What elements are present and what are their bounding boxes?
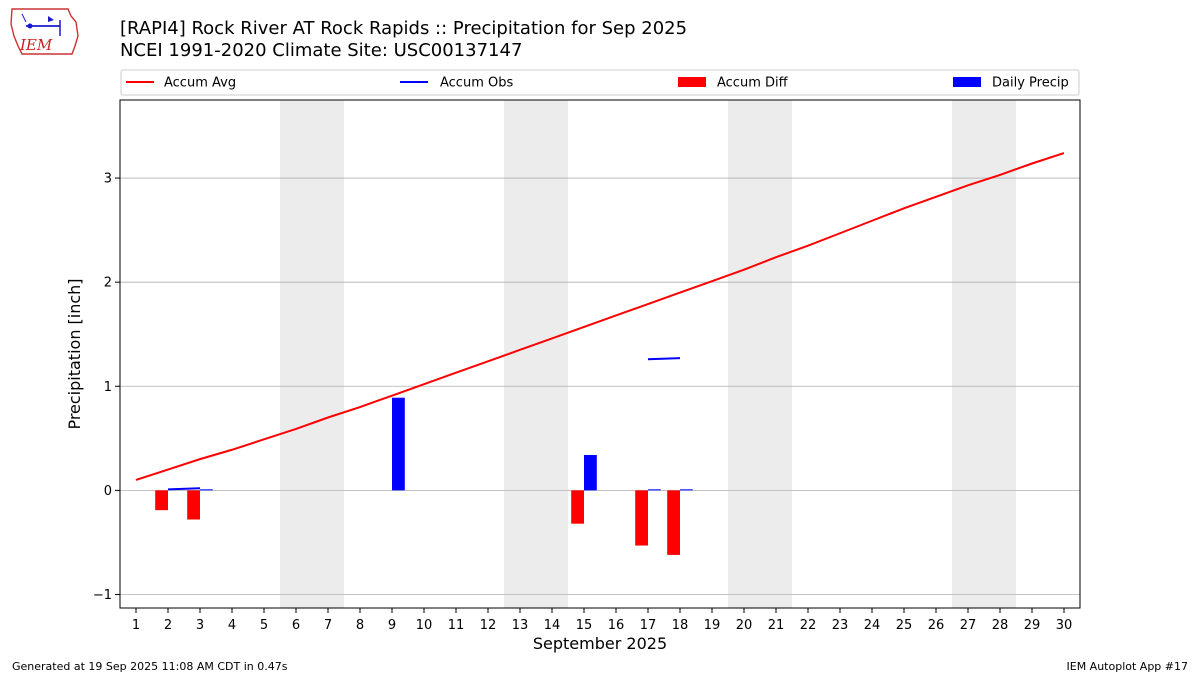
x-tick-label: 22	[800, 618, 817, 633]
y-tick-label: 2	[104, 276, 112, 291]
legend-box	[120, 69, 1080, 96]
legend-swatch	[678, 77, 706, 87]
chart-title: [RAPI4] Rock River AT Rock Rapids :: Pre…	[120, 18, 688, 39]
x-tick-label: 3	[196, 618, 204, 633]
x-tick-label: 9	[388, 618, 396, 633]
legend-label: Accum Avg	[164, 76, 236, 91]
x-tick-label: 15	[576, 618, 593, 633]
accum-avg-line	[135, 152, 1065, 481]
x-tick-label: 10	[416, 618, 433, 633]
weekend-band	[952, 100, 1016, 608]
x-tick-label: 25	[896, 618, 913, 633]
x-tick-label: 8	[356, 618, 364, 633]
x-tick-label: 11	[448, 618, 465, 633]
weekend-band	[504, 100, 568, 608]
x-tick-label: 4	[228, 618, 236, 633]
x-tick-label: 28	[992, 618, 1009, 633]
x-tick-label: 29	[1024, 618, 1041, 633]
x-tick-label: 14	[544, 618, 561, 633]
accum-obs-line	[647, 357, 681, 361]
daily-precip-bar	[680, 489, 693, 491]
app-note: IEM Autoplot App #17	[1066, 660, 1189, 673]
y-tick-label: 3	[104, 172, 112, 187]
accum-diff-bar	[187, 490, 200, 520]
logo-text: IEM	[19, 36, 53, 54]
accum-diff-bar	[667, 490, 680, 555]
y-axis-label: Precipitation [inch]	[65, 278, 84, 429]
x-tick-label: 23	[832, 618, 849, 633]
x-tick-label: 21	[768, 618, 785, 633]
x-tick-label: 13	[512, 618, 529, 633]
daily-precip-bar	[584, 454, 597, 491]
legend-label: Accum Obs	[440, 76, 513, 91]
x-tick-label: 19	[704, 618, 721, 633]
accum-obs-line	[167, 487, 201, 491]
generated-note: Generated at 19 Sep 2025 11:08 AM CDT in…	[12, 660, 288, 673]
plot-frame	[119, 99, 1081, 609]
legend-swatch	[953, 77, 981, 87]
x-tick-label: 2	[164, 618, 172, 633]
chart-subtitle: NCEI 1991-2020 Climate Site: USC00137147	[120, 40, 523, 61]
x-tick-label: 27	[960, 618, 977, 633]
legend-label: Daily Precip	[992, 76, 1069, 91]
accum-diff-bar	[635, 490, 648, 546]
x-tick-label: 24	[864, 618, 881, 633]
y-tick-label: 1	[104, 380, 112, 395]
x-tick-label: 17	[640, 618, 657, 633]
x-axis-label: September 2025	[533, 634, 667, 653]
x-tick-label: 30	[1056, 618, 1073, 633]
daily-precip-bar	[200, 489, 213, 491]
x-tick-label: 18	[672, 618, 689, 633]
daily-precip-bar	[648, 489, 661, 491]
legend-label: Accum Diff	[717, 76, 789, 91]
daily-precip-bar	[392, 397, 405, 491]
y-tick-label: 0	[104, 484, 112, 499]
x-tick-label: 26	[928, 618, 945, 633]
x-tick-label: 12	[480, 618, 497, 633]
x-tick-label: 6	[292, 618, 300, 633]
x-tick-label: 5	[260, 618, 268, 633]
accum-diff-bar	[571, 490, 584, 524]
x-tick-label: 1	[132, 618, 140, 633]
accum-diff-bar	[155, 490, 168, 511]
x-tick-label: 16	[608, 618, 625, 633]
x-tick-label: 20	[736, 618, 753, 633]
iem-logo: IEM	[10, 8, 79, 55]
y-tick-label: −1	[93, 588, 112, 603]
weekend-band	[728, 100, 792, 608]
weekend-band	[280, 100, 344, 608]
x-tick-label: 7	[324, 618, 332, 633]
